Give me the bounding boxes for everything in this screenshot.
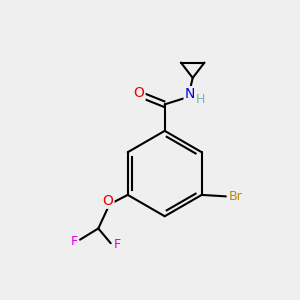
Text: H: H	[196, 93, 205, 106]
Text: O: O	[134, 86, 145, 100]
Text: Br: Br	[228, 190, 242, 203]
Text: O: O	[103, 194, 113, 208]
Text: F: F	[70, 235, 78, 248]
Text: F: F	[114, 238, 121, 251]
Text: N: N	[184, 87, 195, 101]
